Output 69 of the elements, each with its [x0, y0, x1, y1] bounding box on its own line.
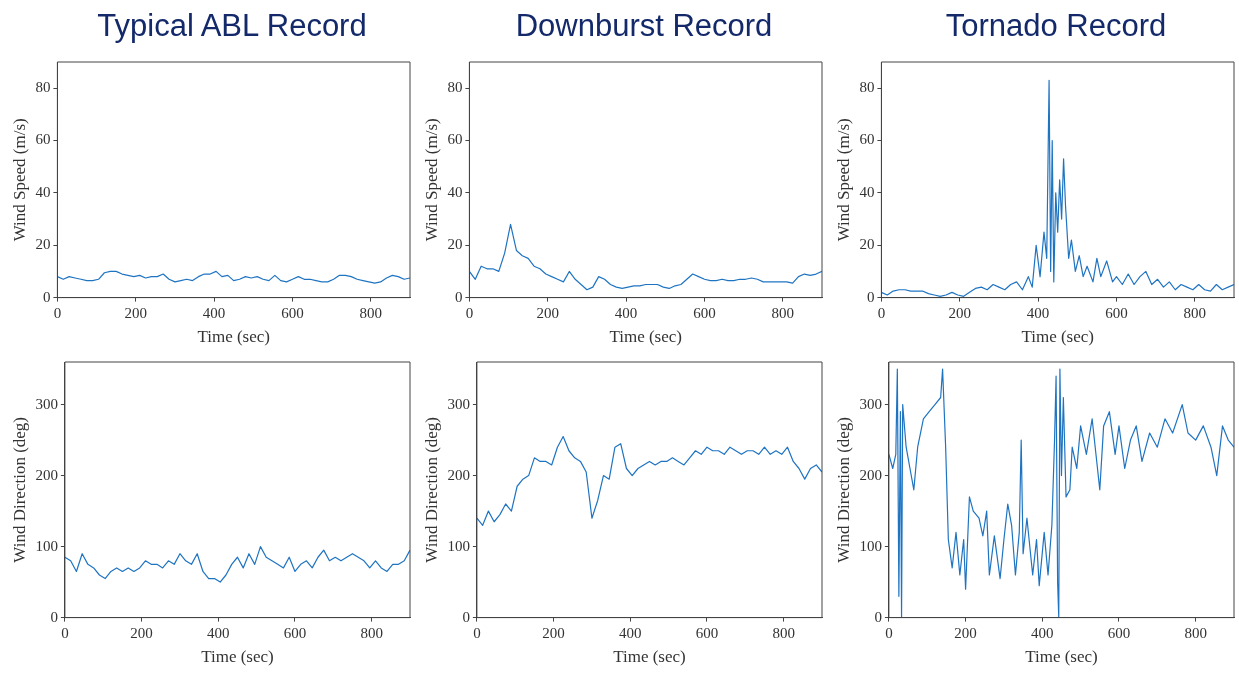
y-tick-label: 40	[35, 183, 51, 200]
x-axis-title: Time (sec)	[1025, 647, 1098, 667]
y-axis-title: Wind Direction (deg)	[9, 416, 29, 563]
x-tick-label: 600	[281, 304, 304, 321]
y-tick-label: 80	[447, 79, 463, 96]
x-axis-title: Time (sec)	[609, 327, 682, 347]
y-axis-title: Wind Speed (m/s)	[9, 118, 29, 242]
x-tick-label: 400	[614, 304, 638, 321]
y-axis-title: Wind Direction (deg)	[421, 416, 441, 563]
x-tick-label: 400	[202, 304, 226, 321]
x-tick-label: 400	[619, 624, 642, 641]
x-tick-label: 400	[207, 624, 230, 641]
x-tick-label: 600	[1107, 624, 1131, 641]
x-tick-label: 600	[1105, 304, 1128, 321]
y-tick-label: 0	[866, 288, 875, 305]
y-tick-label: 0	[454, 288, 463, 305]
y-axis-title: Wind Speed (m/s)	[421, 118, 441, 242]
y-tick-label: 40	[447, 183, 463, 200]
x-tick-label: 600	[695, 624, 719, 641]
y-tick-label: 100	[447, 537, 470, 554]
y-tick-label: 200	[859, 466, 882, 483]
x-tick-label: 0	[473, 624, 481, 641]
y-tick-label: 300	[859, 395, 882, 412]
y-tick-label: 100	[35, 537, 58, 554]
chart-title: Downburst Record	[514, 8, 774, 45]
y-tick-label: 0	[42, 288, 51, 305]
x-tick-label: 400	[1026, 304, 1050, 321]
x-tick-label: 800	[772, 624, 795, 641]
y-tick-label: 20	[859, 236, 875, 253]
x-tick-label: 200	[542, 624, 565, 641]
x-tick-label: 200	[954, 624, 977, 641]
y-axis-title: Wind Direction (deg)	[833, 416, 853, 563]
y-tick-label: 60	[35, 131, 51, 148]
x-tick-label: 400	[1031, 624, 1054, 641]
x-axis-title: Time (sec)	[201, 647, 274, 667]
x-tick-label: 0	[61, 624, 69, 641]
x-tick-label: 200	[536, 304, 560, 321]
y-tick-label: 0	[874, 608, 882, 625]
x-tick-label: 200	[948, 304, 972, 321]
y-tick-label: 60	[859, 131, 875, 148]
x-tick-label: 800	[1184, 624, 1207, 641]
x-axis-title: Time (sec)	[197, 327, 270, 347]
x-tick-label: 800	[360, 624, 383, 641]
x-tick-label: 800	[1183, 304, 1207, 321]
x-tick-label: 200	[124, 304, 148, 321]
chart-title: Typical ABL Record	[96, 8, 368, 45]
y-axis-title: Wind Speed (m/s)	[833, 118, 853, 242]
chart-title: Tornado Record	[944, 8, 1168, 45]
y-tick-label: 200	[447, 466, 470, 483]
x-tick-label: 800	[359, 304, 383, 321]
y-tick-label: 60	[447, 131, 463, 148]
x-tick-label: 0	[885, 624, 893, 641]
y-tick-label: 0	[50, 608, 58, 625]
x-axis-title: Time (sec)	[613, 647, 686, 667]
y-tick-label: 200	[35, 466, 58, 483]
y-tick-label: 100	[859, 537, 882, 554]
x-tick-label: 600	[693, 304, 716, 321]
y-tick-label: 300	[35, 395, 58, 412]
y-tick-label: 20	[447, 236, 463, 253]
y-tick-label: 80	[859, 79, 875, 96]
y-tick-label: 80	[35, 79, 51, 96]
x-tick-label: 800	[771, 304, 795, 321]
y-tick-label: 20	[35, 236, 51, 253]
y-tick-label: 0	[462, 608, 470, 625]
y-tick-label: 40	[859, 183, 875, 200]
x-tick-label: 600	[283, 624, 307, 641]
x-tick-label: 200	[130, 624, 153, 641]
x-axis-title: Time (sec)	[1021, 327, 1094, 347]
y-tick-label: 300	[447, 395, 470, 412]
